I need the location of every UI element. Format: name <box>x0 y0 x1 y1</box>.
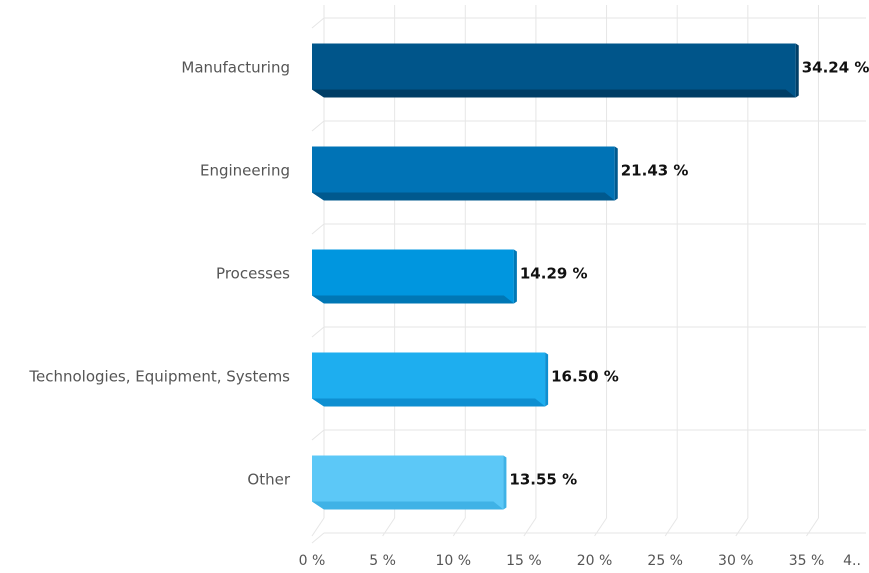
x-tick-label-30: 30 % <box>718 553 754 569</box>
x-tick-label-40: 4.. <box>843 553 861 569</box>
gridline-y-side-4 <box>311 429 325 441</box>
bar-face-2 <box>312 249 514 304</box>
label-layer: Manufacturing 34.24 % Engineering 21.43 % Pr… <box>28 59 869 489</box>
bar-face-1 <box>312 146 615 201</box>
data-label-0: 34.24 % <box>802 59 869 77</box>
x-axis: 0 % 5 % 10 % 15 % 20 % 25 % 30 % 35 % 4.. <box>299 553 861 569</box>
bar-3 <box>312 352 549 407</box>
category-label-2: Processes <box>216 265 290 283</box>
x-tick-label-25: 25 % <box>647 553 683 569</box>
category-label-4: Other <box>247 471 290 489</box>
bar-face-0 <box>312 43 796 98</box>
data-label-3: 16.50 % <box>551 368 619 386</box>
bar-bottom-3 <box>312 398 546 407</box>
data-label-2: 14.29 % <box>520 265 588 283</box>
gridline-x-foot-0 <box>311 517 325 537</box>
bar-end-4 <box>503 455 507 510</box>
category-label-0: Manufacturing <box>181 59 290 77</box>
x-tick-label-5: 5 % <box>369 553 396 569</box>
bar-1 <box>312 146 618 201</box>
x-tick-label-0: 0 % <box>299 553 326 569</box>
bar-2 <box>312 249 517 304</box>
gridline-y-side-1 <box>311 120 325 132</box>
bar-end-3 <box>545 352 549 407</box>
bar-bottom-1 <box>312 192 615 201</box>
x-tick-label-10: 10 % <box>435 553 471 569</box>
category-label-1: Engineering <box>200 162 290 180</box>
bar-bottom-0 <box>312 89 796 98</box>
x-tick-label-15: 15 % <box>506 553 542 569</box>
data-label-1: 21.43 % <box>621 162 689 180</box>
x-tick-label-35: 35 % <box>789 553 825 569</box>
bar-end-1 <box>614 146 618 201</box>
category-label-3: Technologies, Equipment, Systems <box>28 368 290 386</box>
bar-face-3 <box>312 352 546 407</box>
bar-4 <box>312 455 507 510</box>
bar-0 <box>312 43 799 98</box>
bar-face-4 <box>312 455 504 510</box>
bar-bottom-4 <box>312 501 504 510</box>
gridline-y-side-2 <box>311 223 325 235</box>
bar-end-2 <box>513 249 517 304</box>
gridline-y-side-0 <box>311 17 325 29</box>
bar-end-0 <box>795 43 799 98</box>
bar-layer <box>312 43 799 510</box>
data-label-4: 13.55 % <box>509 471 577 489</box>
x-tick-label-20: 20 % <box>577 553 613 569</box>
bar-bottom-2 <box>312 295 514 304</box>
gridline-y-side-3 <box>311 326 325 338</box>
gridline-y-side-5 <box>311 532 325 544</box>
